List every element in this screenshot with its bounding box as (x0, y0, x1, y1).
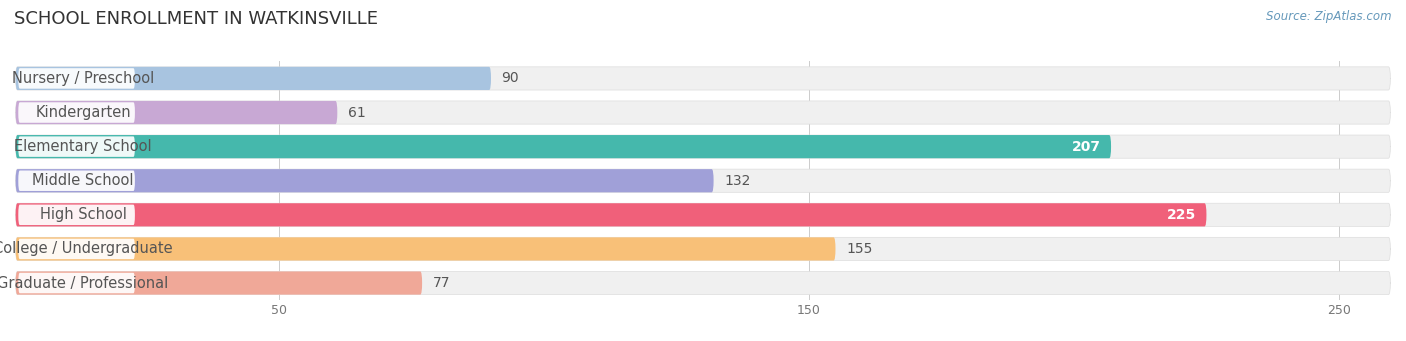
FancyBboxPatch shape (15, 271, 422, 295)
FancyBboxPatch shape (18, 205, 135, 225)
Text: 61: 61 (347, 105, 366, 120)
FancyBboxPatch shape (15, 271, 1391, 295)
Text: College / Undergraduate: College / Undergraduate (0, 241, 173, 256)
Text: Kindergarten: Kindergarten (35, 105, 131, 120)
FancyBboxPatch shape (15, 67, 1391, 90)
FancyBboxPatch shape (18, 239, 135, 259)
Text: Source: ZipAtlas.com: Source: ZipAtlas.com (1267, 10, 1392, 23)
FancyBboxPatch shape (18, 68, 135, 89)
FancyBboxPatch shape (15, 135, 1391, 158)
Text: 77: 77 (433, 276, 450, 290)
FancyBboxPatch shape (18, 136, 135, 157)
Text: 155: 155 (846, 242, 873, 256)
FancyBboxPatch shape (15, 203, 1391, 226)
Text: 90: 90 (502, 71, 519, 86)
FancyBboxPatch shape (15, 101, 1391, 124)
Text: Graduate / Professional: Graduate / Professional (0, 276, 169, 291)
Text: Middle School: Middle School (32, 173, 134, 188)
FancyBboxPatch shape (15, 135, 1111, 158)
Text: Elementary School: Elementary School (14, 139, 152, 154)
FancyBboxPatch shape (18, 102, 135, 123)
FancyBboxPatch shape (15, 169, 1391, 192)
Text: 132: 132 (724, 174, 751, 188)
Text: High School: High School (39, 207, 127, 222)
Text: 207: 207 (1071, 139, 1101, 154)
FancyBboxPatch shape (15, 237, 1391, 261)
FancyBboxPatch shape (15, 169, 714, 192)
Text: 225: 225 (1167, 208, 1197, 222)
Text: SCHOOL ENROLLMENT IN WATKINSVILLE: SCHOOL ENROLLMENT IN WATKINSVILLE (14, 10, 378, 28)
FancyBboxPatch shape (15, 237, 835, 261)
FancyBboxPatch shape (15, 67, 491, 90)
FancyBboxPatch shape (18, 170, 135, 191)
FancyBboxPatch shape (15, 101, 337, 124)
FancyBboxPatch shape (15, 203, 1206, 226)
FancyBboxPatch shape (18, 273, 135, 293)
Text: Nursery / Preschool: Nursery / Preschool (11, 71, 155, 86)
